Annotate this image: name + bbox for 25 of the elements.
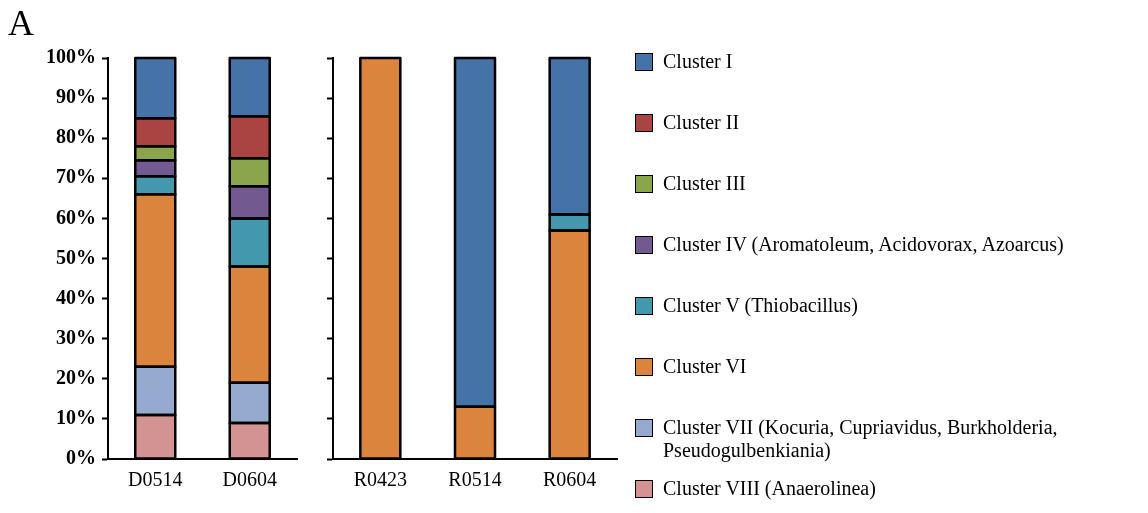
y-tick-label: 20% — [56, 365, 96, 388]
legend-label: Cluster V (Thiobacillus) — [663, 294, 858, 317]
y-tick-label: 50% — [56, 245, 96, 268]
y-tick-label: 10% — [56, 406, 96, 429]
legend-label: Cluster VII (Kocuria, Cupriavidus, Burkholderia, Pseudogulbenkiania) — [663, 416, 1059, 462]
x-tick-label: R0604 — [542, 468, 597, 491]
x-tick-label: R0514 — [448, 468, 502, 491]
legend-label: Cluster VIII (Anaerolinea) — [663, 477, 876, 500]
chart-title: A — [8, 2, 34, 44]
y-tick-label: 0% — [66, 446, 96, 469]
y-tick-label: 40% — [56, 285, 96, 308]
y-tick-label: 70% — [56, 165, 96, 188]
y-tick-label: 80% — [56, 125, 96, 148]
y-tick-label: 30% — [56, 325, 96, 348]
x-tick-label: D0514 — [128, 468, 183, 491]
x-tick-label: D0604 — [222, 468, 277, 491]
y-tick-label: 100% — [46, 45, 96, 68]
legend-label: Cluster IV (Aromatoleum, Acidovorax, Azoarcus) — [663, 233, 1064, 256]
y-tick-label: 60% — [56, 205, 96, 228]
x-tick-label: R0423 — [353, 468, 408, 491]
legend-label: Cluster I — [663, 50, 733, 73]
legend-label: Cluster II — [663, 111, 740, 134]
y-tick-label: 90% — [56, 85, 96, 108]
legend-label: Cluster VI — [663, 355, 747, 378]
legend-label: Cluster III — [663, 172, 746, 195]
